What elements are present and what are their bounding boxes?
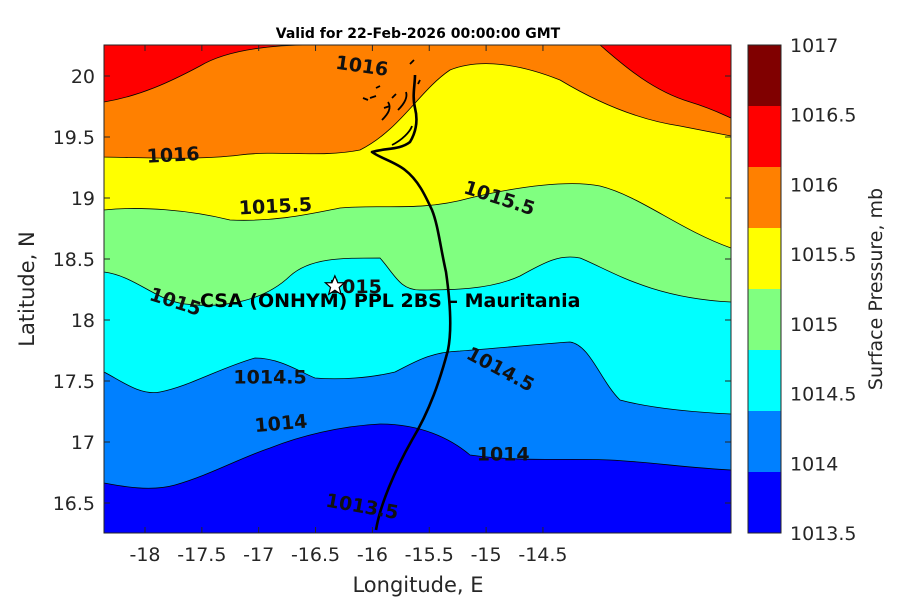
x-axis-label: Longitude, E bbox=[352, 573, 483, 597]
x-tick-label: -16.5 bbox=[291, 544, 340, 566]
contour-label: 1016 bbox=[146, 143, 200, 168]
x-tick-label: -16 bbox=[357, 544, 388, 566]
figure-title: Valid for 22-Feb-2026 00:00:00 GMT bbox=[276, 26, 561, 42]
y-tick-label: 18 bbox=[71, 310, 95, 332]
band-1016-1016-5-east bbox=[599, 45, 731, 119]
colorbar-segment bbox=[748, 472, 781, 534]
y-axis: 20 19.5 19 18.5 18 17.5 17 16.5 bbox=[53, 66, 731, 515]
colorbar-tick-label: 1015.5 bbox=[790, 244, 856, 266]
colorbar-segment bbox=[748, 289, 781, 351]
y-axis-label: Latitude, N bbox=[15, 231, 39, 347]
x-tick-label: -18 bbox=[129, 544, 160, 566]
star-icon bbox=[323, 274, 346, 296]
y-tick-label: 17.5 bbox=[53, 371, 95, 393]
x-tick-label: -15.5 bbox=[405, 544, 454, 566]
contour-label: 1015 bbox=[329, 276, 382, 298]
x-tick-label: -14.5 bbox=[518, 544, 567, 566]
contour-label: 1014 bbox=[254, 411, 309, 438]
contour-label: 1015.5 bbox=[238, 194, 312, 220]
x-tick-label: -17 bbox=[243, 544, 274, 566]
x-axis: -18 -17.5 -17 -16.5 -16 -15.5 -15 -14.5 bbox=[129, 45, 568, 566]
colorbar-segment bbox=[748, 45, 781, 107]
pressure-field bbox=[104, 45, 731, 533]
y-tick-label: 18.5 bbox=[53, 249, 95, 271]
colorbar-frame bbox=[747, 44, 782, 534]
colorbar-tick-label: 1017 bbox=[790, 35, 838, 57]
site-marker bbox=[323, 274, 346, 296]
colorbar-tick-label: 1016.5 bbox=[790, 105, 856, 127]
colorbar-segment bbox=[748, 167, 781, 229]
contour-label: 1014 bbox=[477, 443, 530, 465]
x-tick-label: -17.5 bbox=[177, 544, 226, 566]
plot-frame bbox=[103, 44, 732, 534]
coastline bbox=[370, 74, 452, 531]
colorbar: 1017 1016.5 1016 1015.5 1015 1014.5 1014 1013.5 bbox=[747, 35, 856, 545]
x-tick-label: -15 bbox=[471, 544, 502, 566]
colorbar-segment bbox=[748, 350, 781, 412]
colorbar-tick-label: 1016 bbox=[790, 174, 838, 196]
colorbar-segment bbox=[748, 106, 781, 168]
colorbar-tick-label: 1014 bbox=[790, 453, 838, 475]
band-1015-5-1016 bbox=[104, 45, 731, 159]
colorbar-label: Surface Pressure, mb bbox=[865, 188, 887, 390]
colorbar-segment bbox=[748, 228, 781, 290]
y-tick-label: 20 bbox=[71, 66, 95, 88]
colorbar-segment bbox=[748, 411, 781, 473]
y-tick-label: 19.5 bbox=[53, 127, 95, 149]
y-tick-label: 19 bbox=[71, 188, 95, 210]
colorbar-tick-label: 1013.5 bbox=[790, 523, 856, 545]
contour-label: 1014.5 bbox=[233, 366, 306, 388]
y-tick-label: 16.5 bbox=[53, 493, 95, 515]
site-label: CSA (ONHYM) PPL 2BS – Mauritania bbox=[200, 290, 581, 312]
colorbar-tick-label: 1015 bbox=[790, 314, 838, 336]
y-tick-label: 17 bbox=[71, 432, 95, 454]
colorbar-tick-label: 1014.5 bbox=[790, 384, 856, 406]
islands bbox=[362, 59, 421, 146]
